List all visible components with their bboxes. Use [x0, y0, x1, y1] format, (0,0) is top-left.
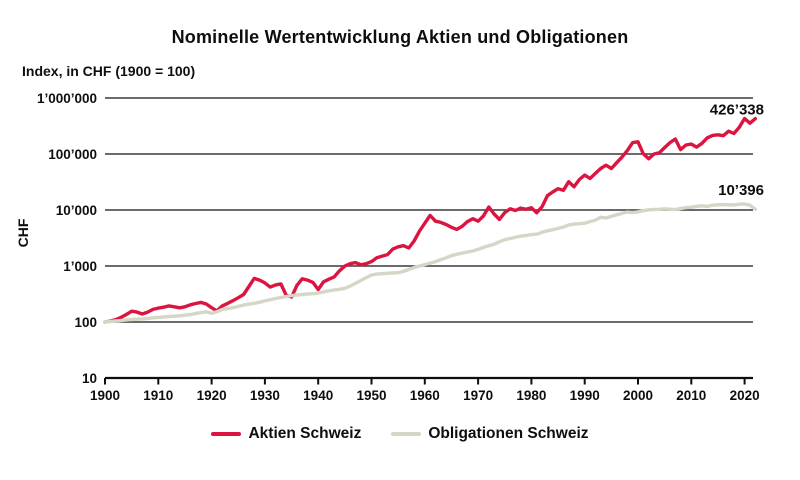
legend-item-aktien-schweiz: Aktien Schweiz [211, 425, 361, 443]
legend-item-obligationen-schweiz: Obligationen Schweiz [391, 425, 589, 443]
x-tick-label: 2000 [623, 388, 653, 403]
chart-title: Nominelle Wertentwicklung Aktien und Obl… [171, 27, 629, 47]
aktien-line-swatch [211, 431, 242, 437]
legend-label-obligationen-schweiz: Obligationen Schweiz [428, 425, 589, 442]
y-tick-label: 1’000’000 [37, 91, 97, 106]
x-tick-label: 2020 [730, 388, 760, 403]
y-tick-label: 100’000 [48, 147, 97, 162]
x-tick-label: 1990 [570, 388, 600, 403]
x-tick-label: 1980 [516, 388, 546, 403]
chart-legend: Aktien Schweiz Obligationen Schweiz [0, 425, 800, 443]
obligationen-schweiz-end-value-label: 10’396 [718, 182, 764, 199]
aktien-schweiz-end-value-label: 426’338 [710, 102, 764, 119]
x-tick-label: 2010 [676, 388, 706, 403]
x-tick-label: 1950 [356, 388, 386, 403]
y-tick-label: 10 [82, 371, 97, 386]
obligationen-line-swatch [391, 431, 422, 437]
x-tick-label: 1970 [463, 388, 493, 403]
aktien-schweiz-line [103, 116, 757, 324]
x-tick-label: 1930 [250, 388, 280, 403]
y-tick-label: 1’000 [63, 259, 97, 274]
x-tick-label: 1960 [410, 388, 440, 403]
y-tick-label: 100 [74, 315, 97, 330]
x-tick-label: 1920 [197, 388, 227, 403]
x-tick-label: 1940 [303, 388, 333, 403]
obligationen-schweiz-line [103, 202, 757, 324]
y-tick-label: 10’000 [56, 203, 97, 218]
legend-label-aktien-schweiz: Aktien Schweiz [248, 425, 362, 442]
chart-subtitle: Index, in CHF (1900 = 100) [22, 63, 196, 79]
y-axis-title: CHF [15, 218, 31, 247]
x-tick-label: 1910 [143, 388, 173, 403]
x-tick-label: 1900 [90, 388, 120, 403]
